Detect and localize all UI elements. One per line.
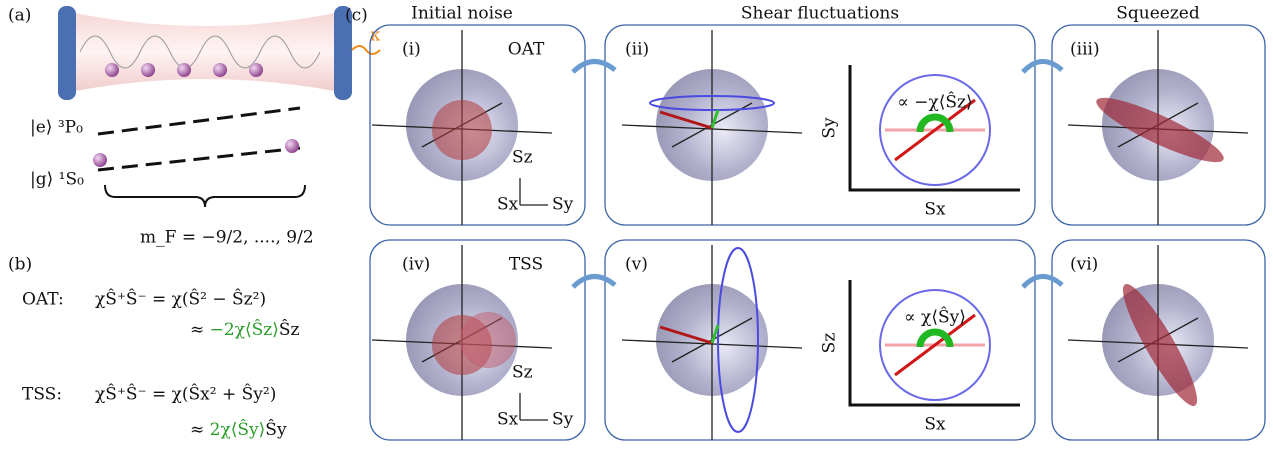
- plot-y-label: Sy: [820, 117, 840, 139]
- level-line: [98, 108, 300, 134]
- flow-arrow: [1023, 61, 1062, 72]
- shear-label: ∝ χ⟨Ŝy⟩: [904, 307, 966, 328]
- equation: χŜ⁺Ŝ⁻ = χ(Ŝx² + Ŝy²): [95, 384, 276, 405]
- mini-axis-label: Sx: [497, 410, 519, 430]
- mf-range: m_F = −9/2, ...., 9/2: [140, 228, 314, 248]
- scheme-label: TSS: [509, 255, 543, 275]
- brace: [105, 185, 305, 207]
- equation-tail: Ŝz: [279, 319, 300, 340]
- equation: χŜ⁺Ŝ⁻ = χ(Ŝ² − Ŝz²): [95, 289, 266, 310]
- equation-highlight: −2χ⟨Ŝz⟩: [210, 319, 279, 340]
- mini-axis-label: Sy: [552, 195, 574, 215]
- mini-axis-label: Sz: [512, 363, 533, 383]
- atom: [93, 153, 107, 167]
- noise-disk: [460, 312, 516, 368]
- flow-arrow: [573, 61, 615, 72]
- plot-x-label: Sx: [924, 415, 946, 435]
- ground-level: |g⟩ ¹S₀: [30, 170, 84, 190]
- mini-axis-label: Sz: [512, 148, 533, 168]
- shear-label: ∝ −χ⟨Ŝz⟩: [897, 92, 972, 113]
- approx: ≈: [190, 420, 204, 440]
- column-title: Shear fluctuations: [741, 4, 899, 24]
- plot-y-label: Sz: [820, 333, 840, 354]
- flow-arrow: [573, 276, 615, 287]
- panel-label: (b): [8, 255, 32, 275]
- column-title: Initial noise: [411, 4, 513, 24]
- column-title: Squeezed: [1116, 4, 1200, 24]
- excited-level: |e⟩ ³P₀: [30, 118, 83, 138]
- atom: [285, 139, 299, 153]
- equation-tail: Ŝy: [265, 419, 287, 440]
- panel-label: (a): [8, 6, 31, 26]
- panel-label: (ii): [625, 40, 649, 60]
- panel-label: (i): [402, 40, 421, 60]
- panel-label: (iv): [402, 255, 430, 275]
- panel-label: (iii): [1070, 40, 1100, 60]
- scheme-label: OAT: [508, 40, 545, 60]
- panel-label: (vi): [1070, 255, 1098, 275]
- approx: ≈: [190, 320, 204, 340]
- mini-axis-label: Sx: [497, 195, 519, 215]
- level-line: [98, 148, 300, 170]
- scheme-name: OAT:: [22, 290, 64, 310]
- mini-axis-label: Sy: [552, 410, 574, 430]
- noise-disk: [432, 100, 492, 160]
- mirror: [58, 6, 76, 100]
- decay-arrow: [352, 46, 380, 54]
- flow-arrow: [1023, 276, 1062, 287]
- scheme-name: TSS:: [22, 385, 62, 405]
- equation: ≈ −2χ⟨Ŝz⟩Ŝz: [190, 319, 300, 340]
- plot-x-label: Sx: [924, 200, 946, 220]
- panel-label: (c): [345, 6, 368, 26]
- figure: (a) κ |e⟩ ³P₀ |g⟩ ¹S₀ m_F = −9/2, ...., …: [0, 0, 1273, 449]
- equation: ≈ 2χ⟨Ŝy⟩Ŝy: [190, 419, 287, 440]
- panel-label: (v): [625, 255, 648, 275]
- equation-highlight: 2χ⟨Ŝy⟩: [210, 419, 266, 440]
